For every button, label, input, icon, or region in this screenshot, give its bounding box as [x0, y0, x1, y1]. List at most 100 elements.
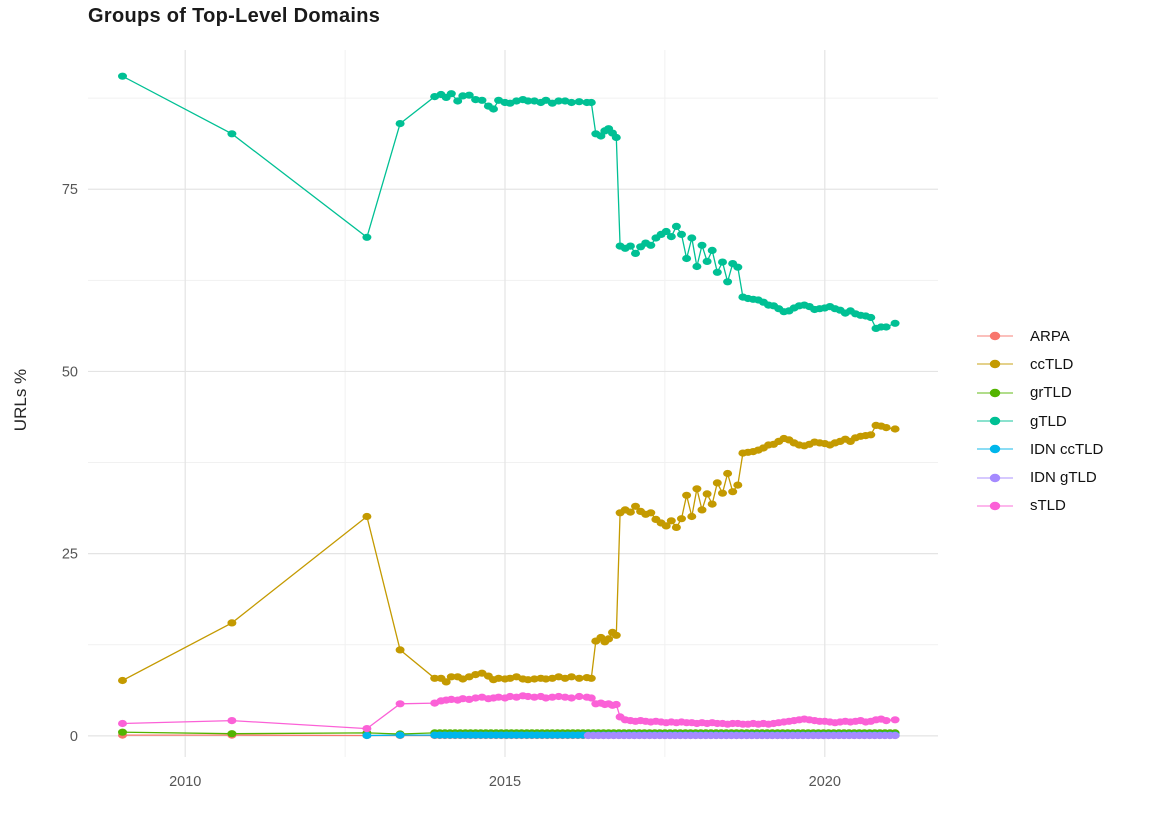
data-point [362, 512, 372, 521]
data-point [625, 508, 635, 516]
data-point [666, 517, 676, 525]
data-point [666, 233, 676, 241]
data-point [881, 323, 891, 331]
data-point [567, 673, 576, 681]
legend-key-swatch [977, 473, 1013, 482]
legend-item-label: IDN ccTLD [1030, 440, 1104, 458]
data-point [631, 249, 640, 257]
y-tick-50: 50 [62, 364, 78, 380]
data-point [227, 717, 237, 725]
data-point [574, 674, 584, 682]
data-point [489, 105, 498, 113]
data-point [718, 258, 727, 266]
x-tick-2010: 2010 [169, 774, 201, 790]
axis-tick-labels: 2010 2015 2020 0 25 50 75 [62, 182, 841, 790]
data-point [733, 481, 743, 489]
data-point [430, 674, 440, 682]
data-point [890, 319, 900, 327]
data-point [866, 313, 876, 322]
legend-key-swatch [977, 501, 1013, 511]
legend-key-dot [989, 416, 1001, 426]
data-point [718, 489, 727, 497]
legend-key-swatch [977, 388, 1013, 397]
data-point [733, 263, 743, 271]
data-point [395, 120, 405, 128]
data-point [712, 268, 722, 276]
series-gtld [118, 72, 900, 332]
data-point [227, 619, 237, 627]
data-point [118, 676, 127, 685]
data-point [118, 719, 127, 728]
data-point [890, 731, 900, 740]
data-point [707, 246, 717, 254]
data-point [712, 479, 722, 487]
data-point [723, 469, 733, 478]
legend-item-idn-gtld: IDN gTLD [976, 463, 1103, 491]
legend-item-label: gTLD [1030, 412, 1067, 430]
chart-title: Groups of Top-Level Domains [88, 5, 381, 27]
series-stld [118, 692, 900, 733]
legend-key-swatch [977, 445, 1013, 454]
legend-item-idn-cctld: IDN ccTLD [976, 435, 1103, 463]
data-point [625, 242, 635, 250]
legend-item-label: sTLD [1030, 497, 1066, 515]
legend-key-dot [989, 360, 1001, 369]
data-point [677, 515, 686, 523]
data-point [671, 523, 681, 532]
data-point [441, 678, 451, 686]
data-point [890, 425, 900, 433]
data-point [661, 227, 671, 236]
legend-key-dot [989, 501, 1001, 511]
legend-key-dot [989, 388, 1001, 397]
legend: ARPA ccTLD grTLD gTLD IDN ccTLD IDN gTLD sTLD [976, 322, 1103, 520]
x-tick-2015: 2015 [489, 774, 521, 790]
data-point [464, 91, 474, 99]
y-axis-title: URLs % [11, 368, 30, 432]
data-point [586, 98, 596, 107]
data-point [881, 717, 891, 725]
series-idn-gtld [583, 731, 900, 740]
legend-key-swatch [977, 360, 1013, 369]
legend-item-cctld: ccTLD [976, 350, 1103, 378]
series-line [122, 75, 896, 330]
data-point [682, 491, 692, 499]
data-point [362, 725, 372, 733]
data-point [362, 731, 372, 740]
data-point [866, 431, 876, 439]
data-point [682, 254, 692, 263]
data-point [604, 635, 614, 643]
legend-key-swatch [977, 416, 1013, 426]
data-point [446, 673, 456, 681]
data-point [646, 241, 656, 249]
data-point [567, 694, 576, 702]
legend-key-swatch [977, 331, 1013, 341]
data-point [395, 646, 405, 654]
data-point [118, 72, 127, 80]
data-point [227, 130, 237, 138]
y-tick-25: 25 [62, 547, 78, 563]
gridlines [88, 50, 938, 757]
data-point [631, 502, 640, 510]
data-point [453, 97, 463, 105]
data-point [574, 692, 584, 701]
legend-key-dot [989, 473, 1001, 482]
legend-item-label: ARPA [1030, 327, 1070, 345]
data-point [881, 424, 891, 432]
data-point [477, 96, 487, 104]
data-point [227, 730, 237, 738]
data-point [697, 241, 707, 249]
data-point [687, 512, 697, 521]
data-point [661, 522, 671, 530]
data-point [118, 728, 127, 736]
legend-key-dot [989, 445, 1001, 454]
data-point [671, 222, 681, 230]
legend-item-gtld: gTLD [976, 407, 1103, 435]
data-point [586, 694, 596, 702]
data-point [567, 98, 576, 107]
legend-item-label: grTLD [1030, 384, 1072, 402]
data-point [554, 97, 564, 105]
data-point [692, 485, 702, 493]
data-point [728, 488, 738, 496]
